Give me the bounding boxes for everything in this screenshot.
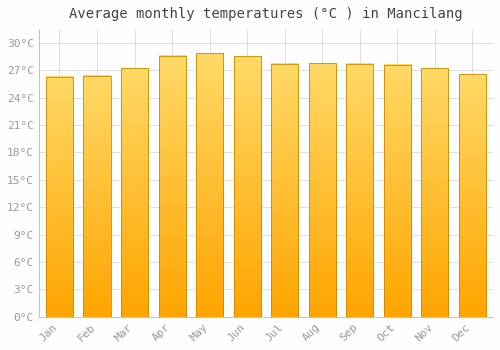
Bar (46, 77, 73, 317)
Bar (234, 56, 260, 317)
Bar (384, 65, 411, 317)
Bar (271, 64, 298, 317)
Bar (196, 53, 223, 317)
Bar (308, 63, 336, 317)
Title: Average monthly temperatures (°C ) in Mancilang: Average monthly temperatures (°C ) in Ma… (69, 7, 462, 21)
Bar (84, 76, 110, 317)
Bar (121, 68, 148, 317)
Bar (422, 68, 448, 317)
Bar (158, 56, 186, 317)
Bar (346, 64, 374, 317)
Bar (459, 74, 486, 317)
